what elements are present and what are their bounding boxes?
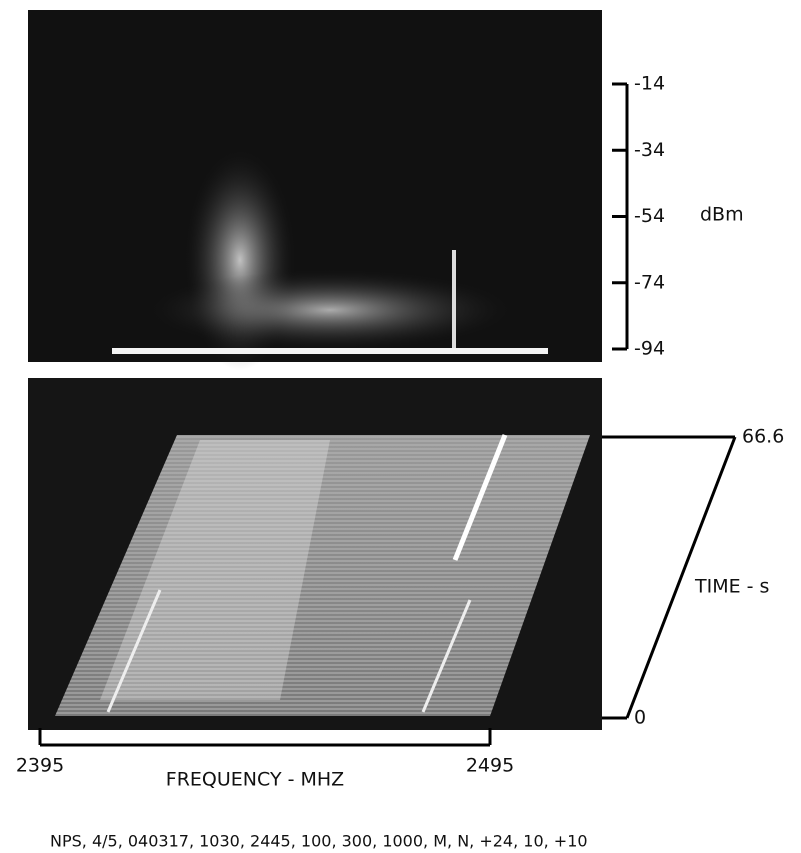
y-tick-label: -74 (634, 271, 665, 293)
x-tick-label: 2395 (16, 755, 64, 777)
caption: NPS, 4/5, 040317, 1030, 2445, 100, 300, … (50, 832, 588, 851)
y-tick-label: -14 (634, 73, 665, 95)
y-tick-label: 0 (634, 707, 646, 729)
spectrum-trace (112, 150, 548, 370)
y-tick-label: -34 (634, 139, 665, 161)
y-axis-label: TIME - s (694, 576, 769, 598)
y-tick-label: 66.6 (742, 426, 784, 448)
waterfall-image (55, 434, 590, 716)
y-tick-label: -54 (634, 205, 665, 227)
x-tick-label: 2495 (466, 755, 514, 777)
y-axis-label: dBm (700, 204, 744, 226)
x-axis-label: FREQUENCY - MHZ (166, 769, 344, 791)
time-axis (625, 436, 737, 719)
y-tick-label: -94 (634, 338, 665, 360)
